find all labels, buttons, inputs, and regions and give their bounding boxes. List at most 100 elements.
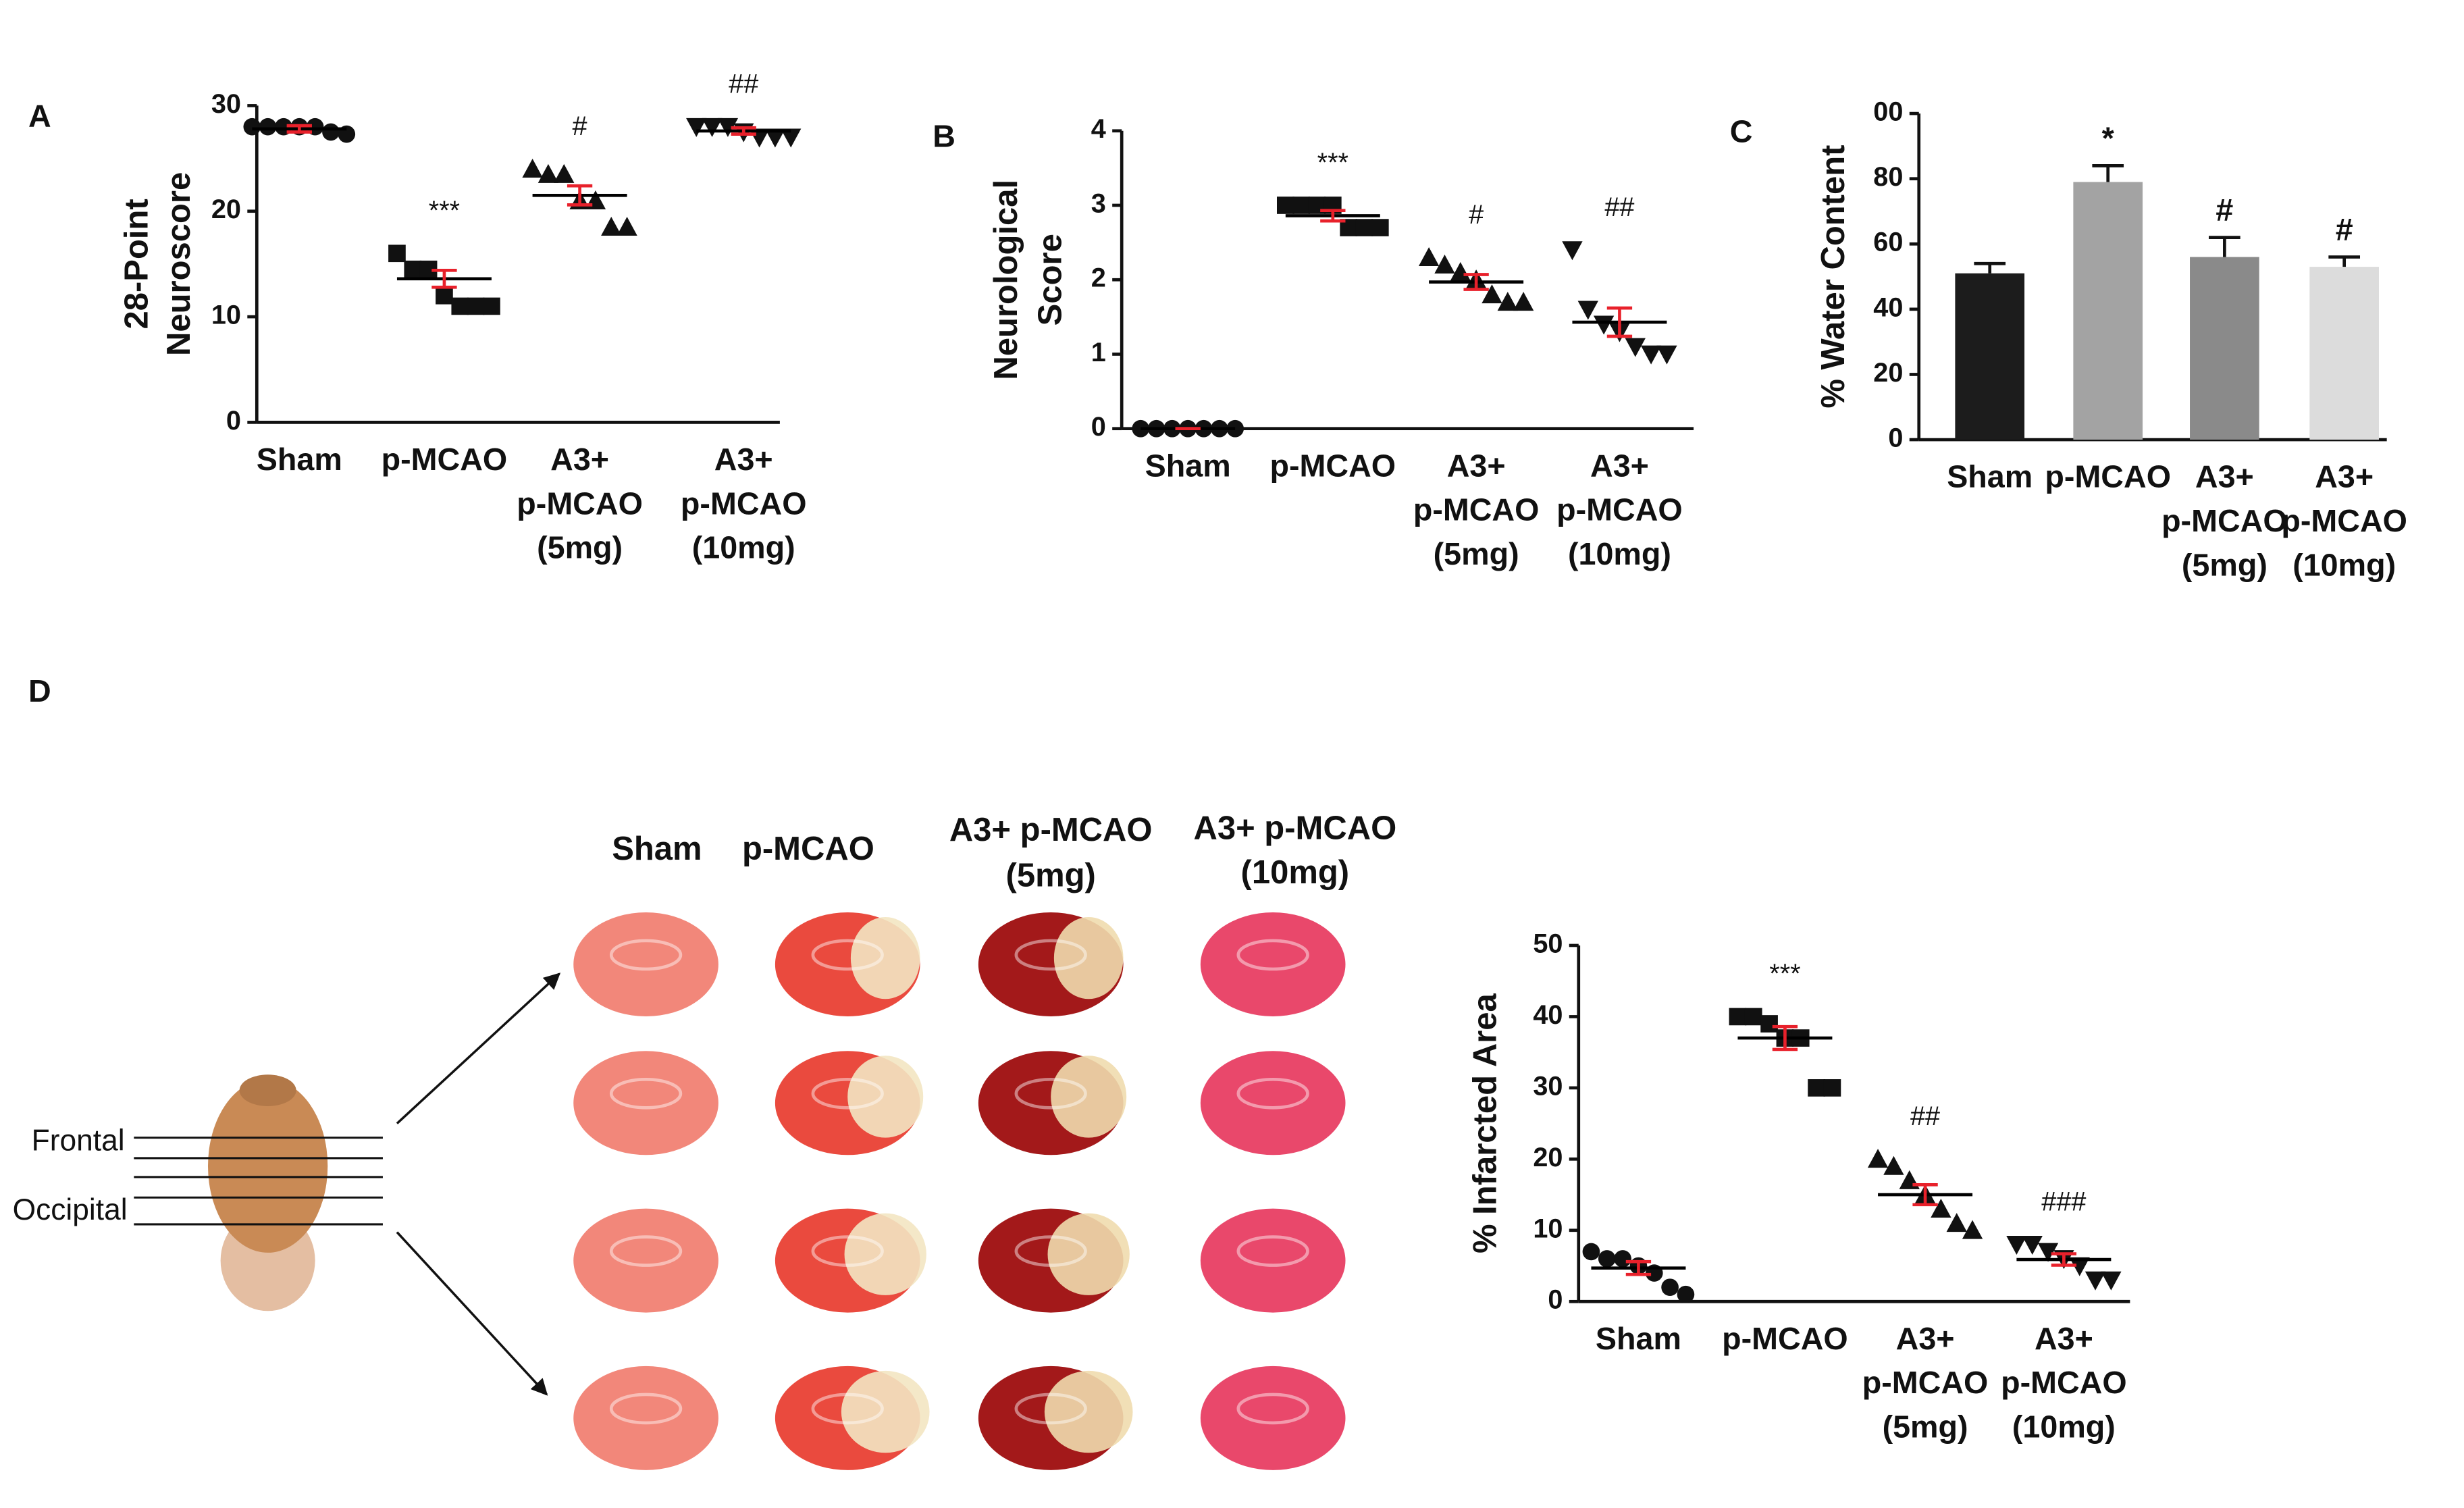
y-tick-label: 50	[1533, 929, 1563, 958]
ventricle	[1236, 1235, 1309, 1267]
x-tick-label: p-MCAO	[1556, 492, 1683, 527]
bar	[2309, 267, 2380, 440]
data-point	[1744, 1008, 1762, 1026]
annotation: ***	[429, 196, 460, 226]
bar	[2190, 257, 2259, 440]
data-point	[1371, 219, 1389, 236]
x-tick-label: p-MCAO	[2001, 1365, 2127, 1400]
x-tick-label: (5mg)	[1883, 1409, 1968, 1445]
data-point	[1883, 1155, 1904, 1175]
ventricle	[1014, 1077, 1087, 1110]
ventricle	[1014, 1393, 1087, 1425]
x-tick-label: (10mg)	[692, 530, 795, 565]
ventricle	[609, 939, 683, 971]
y-tick-label: 20	[1533, 1143, 1563, 1172]
data-point	[2101, 1271, 2122, 1291]
column-header: A3+ p-MCAO	[1193, 810, 1396, 847]
data-point	[1276, 197, 1294, 214]
y-tick-label: 30	[1533, 1071, 1563, 1101]
data-point	[1513, 292, 1534, 311]
y-tick-label: 20	[1873, 358, 1903, 388]
annotation: #	[1469, 200, 1484, 230]
data-point	[1823, 1079, 1841, 1097]
x-tick-label: A3+	[1447, 448, 1506, 483]
y-axis-label: Neuroscore	[161, 172, 197, 356]
ventricle	[1236, 1393, 1309, 1425]
ventricle	[1236, 1077, 1309, 1110]
y-tick-label: 40	[1533, 1000, 1563, 1030]
data-point	[467, 297, 485, 315]
data-point	[1450, 262, 1471, 282]
x-tick-label: p-MCAO	[517, 486, 643, 521]
data-point	[436, 286, 453, 305]
data-point	[617, 217, 637, 236]
infarct-region	[1047, 1213, 1130, 1295]
x-tick-label: Sham	[1947, 459, 2033, 494]
annotation: ##	[1604, 192, 1634, 222]
ventricle	[1014, 939, 1087, 971]
data-point	[702, 118, 723, 137]
data-point	[781, 128, 802, 148]
data-point	[1640, 345, 1662, 365]
data-point	[2037, 1243, 2059, 1262]
data-point	[1292, 197, 1310, 214]
x-tick-label: A3+	[2035, 1321, 2093, 1356]
region-label: Occipital	[13, 1193, 128, 1226]
x-tick-label: p-MCAO	[1270, 448, 1396, 483]
x-tick-label: p-MCAO	[2045, 459, 2171, 494]
data-point	[1677, 1285, 1695, 1303]
infarct-region	[841, 1370, 930, 1453]
column-header: (5mg)	[1006, 858, 1096, 894]
data-point	[2006, 1236, 2027, 1255]
annotation: *	[2102, 120, 2115, 155]
x-tick-label: p-MCAO	[681, 486, 807, 521]
infarct-region	[850, 916, 920, 999]
region-label: Frontal	[32, 1124, 125, 1157]
infarct-region	[1051, 1056, 1127, 1138]
data-point	[404, 260, 422, 278]
column-header: Sham	[612, 831, 702, 867]
data-point	[1946, 1213, 1967, 1232]
x-tick-label: (10mg)	[1568, 536, 1671, 571]
y-tick-label: 4	[1091, 114, 1106, 144]
data-point	[601, 217, 622, 236]
brain-slice	[573, 912, 718, 1016]
x-tick-label: (5mg)	[1434, 536, 1519, 571]
x-tick-label: A3+	[2315, 459, 2374, 494]
ventricle	[609, 1077, 683, 1110]
x-tick-label: A3+	[2195, 459, 2254, 494]
data-point	[1729, 1008, 1747, 1026]
y-tick-label: 10	[211, 301, 241, 330]
x-tick-label: Sham	[1596, 1321, 1681, 1356]
data-point	[451, 297, 469, 315]
infarct-region	[844, 1213, 926, 1295]
x-tick-label: A3+	[550, 442, 609, 477]
annotation: ##	[1910, 1101, 1940, 1131]
data-point	[1760, 1015, 1778, 1033]
brain-slice	[1200, 1208, 1346, 1313]
panel-label: A	[28, 98, 51, 133]
x-tick-label: (5mg)	[2182, 547, 2268, 582]
y-axis-label: % Water Content	[1815, 145, 1852, 409]
data-point	[1418, 246, 1440, 266]
x-tick-label: (5mg)	[537, 530, 623, 565]
x-tick-label: Sham	[257, 442, 342, 477]
x-tick-label: p-MCAO	[2161, 503, 2288, 538]
data-point	[1577, 301, 1598, 320]
data-point	[1656, 345, 1677, 365]
y-tick-label: 0	[1548, 1285, 1563, 1315]
annotation: ***	[1769, 959, 1800, 989]
panel-label: D	[28, 673, 51, 708]
ventricle	[1014, 1235, 1087, 1267]
brain-slice-photos	[573, 912, 1346, 1470]
data-point	[1625, 338, 1646, 357]
y-tick-label: 0	[226, 406, 241, 436]
x-tick-label: A3+	[1896, 1321, 1955, 1356]
column-header: A3+ p-MCAO	[949, 812, 1153, 848]
data-point	[764, 128, 786, 148]
y-axis-label: % Infarcted Area	[1467, 993, 1503, 1253]
data-point	[1434, 255, 1455, 274]
data-point	[554, 163, 575, 183]
brain-slice	[1200, 1366, 1346, 1470]
